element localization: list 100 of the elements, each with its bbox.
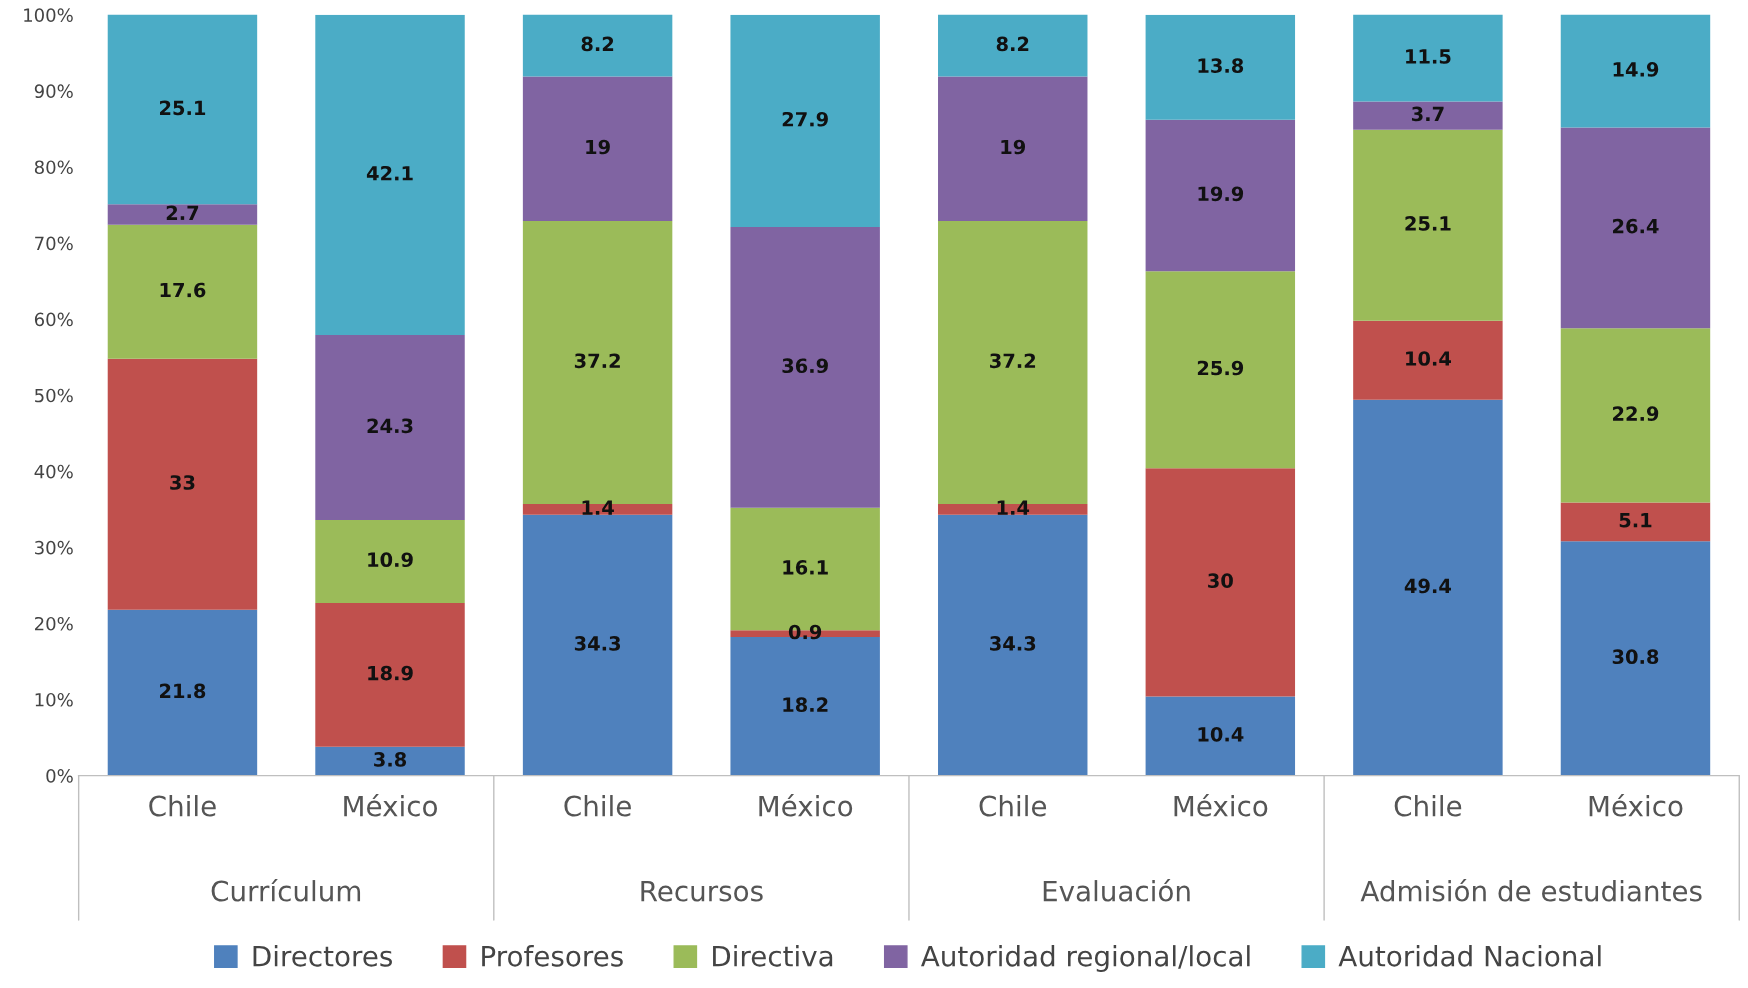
data-label: 22.9 [1613, 406, 1659, 421]
x-tick-label: Chile [149, 795, 216, 817]
x-tick-label: México [1589, 793, 1683, 817]
data-label: 34.3 [990, 636, 1036, 651]
bar [1560, 127, 1711, 329]
data-label: 8.2 [996, 36, 1029, 52]
bar [1353, 129, 1503, 321]
bar [315, 14, 465, 336]
bar [1353, 14, 1503, 102]
bar [1560, 541, 1711, 776]
y-tick-label: 20% [34, 616, 73, 631]
data-label: 16.1 [783, 559, 828, 575]
text: Currículum [211, 878, 361, 902]
bar [522, 514, 673, 776]
data-label: 2.7 [166, 205, 199, 220]
y-tick-label: 10% [35, 692, 73, 707]
bar [938, 514, 1088, 776]
legend-label: Autoridad regional/local [920, 945, 1250, 973]
bar [315, 519, 465, 603]
legend-label: Profesores [482, 945, 623, 967]
x-tick-label: Chile [564, 795, 631, 817]
data-label: 30.8 [1612, 649, 1659, 665]
bar [315, 746, 465, 776]
bar [938, 76, 1088, 221]
data-label: 25.1 [160, 100, 206, 116]
bar [1145, 271, 1296, 469]
data-label: 10.4 [1198, 726, 1244, 742]
data-label: 42.1 [366, 165, 413, 181]
x-tick-label: México [344, 793, 437, 817]
data-label: 11.5 [1406, 49, 1451, 64]
data-label: 1.4 [582, 500, 614, 515]
data-label: 18.9 [368, 665, 413, 681]
data-label: 18.2 [783, 697, 828, 712]
bar [315, 602, 465, 747]
y-tick-label: 40% [34, 464, 73, 479]
x-tick-label: Chile [979, 795, 1047, 817]
bar [730, 227, 880, 508]
bar [1560, 328, 1711, 503]
bar [107, 14, 258, 205]
data-label: 26.4 [1613, 218, 1659, 234]
y-tick-label: 0% [46, 769, 73, 783]
data-label: 19 [586, 139, 610, 155]
y-tick-label: 50% [35, 388, 73, 403]
bar [107, 204, 258, 225]
data-label: 5.1 [1619, 513, 1652, 528]
bar [522, 14, 673, 77]
y-tick-label: 100% [24, 8, 73, 22]
data-label: 3.7 [1411, 106, 1444, 122]
data-label: 13.8 [1198, 58, 1244, 73]
legend-label: Directiva [713, 945, 833, 967]
text: Recursos [641, 880, 763, 902]
text: Evaluación [1043, 878, 1190, 902]
data-label: 1.4 [997, 500, 1030, 515]
data-label: 34.3 [574, 636, 621, 651]
bar [1353, 101, 1503, 130]
data-label: 33 [170, 475, 195, 490]
data-label: 10.4 [1406, 351, 1451, 366]
bar [107, 609, 258, 776]
y-tick-label: 80% [34, 160, 73, 175]
bar [730, 14, 880, 228]
legend-label: Directores [253, 945, 392, 967]
data-label: 10.9 [368, 552, 413, 568]
data-label: 25.1 [1405, 216, 1451, 231]
y-tick-label: 60% [34, 312, 73, 327]
bar [1145, 696, 1296, 776]
bar [938, 14, 1088, 77]
data-label: 8.2 [581, 36, 614, 52]
bar [1353, 320, 1503, 400]
data-label: 27.9 [782, 111, 828, 127]
data-label: 37.2 [574, 353, 620, 369]
data-label: 3.8 [374, 752, 407, 767]
data-label: 24.3 [367, 418, 413, 434]
bar [315, 335, 465, 520]
bar [1145, 468, 1296, 697]
bar [107, 224, 258, 359]
x-tick-label: México [1174, 793, 1268, 817]
data-label: 19 [1001, 139, 1026, 155]
bar [1560, 502, 1711, 542]
legend-label: Autoridad Nacional [1338, 945, 1601, 967]
x-tick-label: Chile [1394, 795, 1462, 817]
y-tick-label: 30% [35, 540, 73, 555]
x-tick-label: México [759, 793, 853, 817]
data-label: 19.9 [1198, 186, 1244, 202]
data-label: 25.9 [1197, 360, 1244, 376]
y-tick-label: 90% [34, 84, 73, 99]
data-label: 17.6 [160, 282, 206, 298]
bar [107, 358, 258, 610]
y-tick-label: 70% [35, 236, 73, 251]
bar [1353, 399, 1503, 776]
data-label: 14.9 [1613, 62, 1659, 77]
bar [522, 76, 673, 221]
bar [1145, 14, 1296, 120]
data-label: 37.2 [990, 353, 1036, 369]
text: Admisión de estudiantes [1360, 878, 1702, 902]
data-label: 21.8 [160, 683, 206, 699]
data-label: 36.9 [782, 358, 828, 374]
data-label: 49.4 [1404, 578, 1451, 594]
bar [1560, 14, 1711, 128]
data-label: 30 [1208, 573, 1233, 588]
bar [1145, 119, 1296, 272]
